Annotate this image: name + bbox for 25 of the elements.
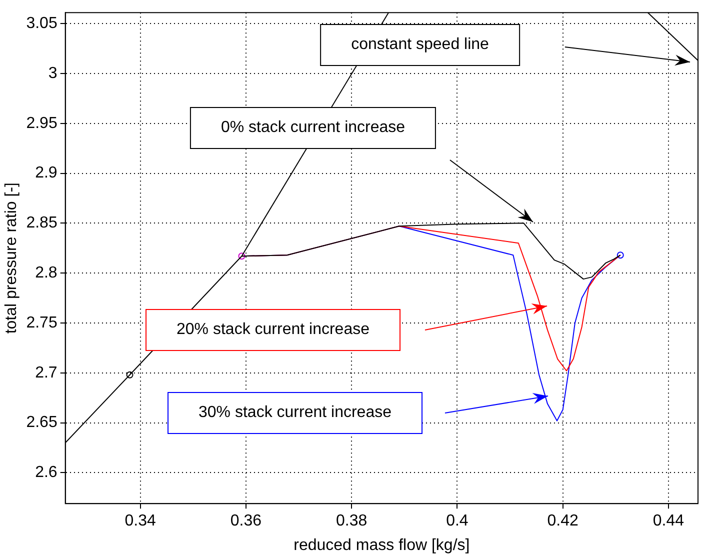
point: [126, 371, 134, 378]
y-tick-label: 2.6: [35, 464, 58, 482]
point: [616, 252, 624, 259]
text-box: 0% stack current increase: [190, 107, 436, 149]
y-tick-label: 2.8: [35, 264, 58, 282]
y-tick-label: 2.75: [26, 314, 58, 332]
y-tick-label: 3: [48, 64, 58, 82]
x-axis-title: reduced mass flow [kg/s]: [294, 536, 470, 554]
y-axis-title: total pressure ratio [-]: [3, 182, 20, 334]
x-tick-label: 0.4: [446, 512, 468, 530]
y-tick-label: 2.9: [35, 164, 58, 182]
x-tick-label: 0.34: [124, 512, 156, 530]
text-box: 20% stack current increase: [146, 309, 400, 351]
x-tick-label: 0.36: [230, 512, 262, 530]
x-tick-label: 0.38: [336, 512, 368, 530]
y-tick-label: 2.65: [26, 414, 58, 432]
text-box: constant speed line: [320, 24, 520, 66]
x-tick-label: 0.42: [547, 512, 578, 530]
point: [238, 252, 246, 260]
y-tick-label: 2.7: [35, 364, 58, 382]
y-tick-label: 3.05: [26, 14, 58, 32]
y-tick-label: 2.85: [26, 214, 58, 232]
y-tick-label: 2.95: [26, 114, 58, 132]
x-tick-label: 0.44: [652, 512, 684, 530]
text-box: 30% stack current increase: [168, 392, 422, 434]
